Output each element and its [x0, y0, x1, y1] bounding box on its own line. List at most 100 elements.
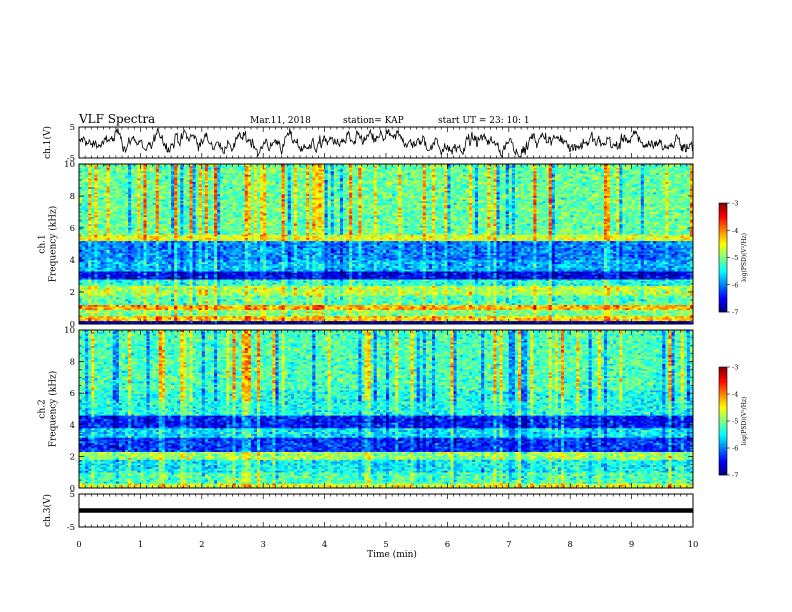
ch1-spectrogram-cell: [113, 269, 116, 271]
ch1-spectrogram-cell: [91, 231, 94, 233]
ch1-spectrogram-cell: [88, 183, 91, 185]
ch1-spectrogram-cell: [100, 189, 103, 191]
ch1-spectrogram-cell: [113, 176, 116, 178]
ch1-spectrogram-cell: [88, 260, 91, 262]
ch1-spectrogram-cell: [104, 257, 107, 259]
ch1-spectrogram-cell: [82, 173, 85, 175]
ch1-spectrogram-cell: [104, 299, 107, 301]
ch1-spectrogram-cell: [116, 171, 119, 173]
ch1-spectrogram-cell: [94, 246, 97, 248]
ch1-spectrogram-cell: [107, 297, 110, 299]
ch1-spectrogram-cell: [88, 203, 91, 205]
ch1-spectrogram-cell: [100, 227, 103, 229]
ch1-spectrogram-cell: [85, 213, 88, 215]
ch1-spectrogram-cell: [113, 241, 116, 243]
ch1-spectrogram-cell: [85, 219, 88, 221]
ch1-spectrogram-cell: [85, 231, 88, 233]
ch1-spectrogram-cell: [100, 171, 103, 173]
ch1-spectrogram-cell: [79, 201, 82, 203]
ch1-spectrogram-cell: [116, 180, 119, 182]
ch1-spectrogram-cell: [113, 291, 116, 293]
ch1-spectrogram-cell: [113, 192, 116, 194]
ch1-spectrogram-cell: [79, 192, 82, 194]
ch1-spectrogram-cell: [113, 303, 116, 305]
ch1-spectrogram-cell: [94, 169, 97, 171]
ch1-spectrogram-cell: [88, 286, 91, 288]
ch1-spectrogram-cell: [82, 220, 85, 222]
ch1-spectrogram-cell: [91, 222, 94, 224]
ch1-spectrogram-cell: [113, 220, 116, 222]
ch1-spectrogram-cell: [97, 229, 100, 231]
ch1-spectrogram-cell: [82, 168, 85, 170]
ch1-spectrogram-cell: [79, 197, 82, 199]
ch1-spectrogram-cell: [100, 178, 103, 180]
ch1-spectrogram-cell: [110, 288, 113, 290]
ch1-spectrogram-cell: [85, 206, 88, 208]
ch1-spectrogram-cell: [91, 204, 94, 206]
ch1-spectrogram-cell: [97, 219, 100, 221]
ch1-spectrogram-cell: [116, 194, 119, 196]
ch1-spectrogram-cell: [85, 210, 88, 212]
ch1-spectrogram-cell: [82, 189, 85, 191]
ch1-spectrogram-cell: [91, 206, 94, 208]
ch1-spectrogram-cell: [94, 168, 97, 170]
ch1-spectrogram-cell: [113, 185, 116, 187]
ch1-spectrogram-cell: [82, 264, 85, 266]
ch1-spectrogram-cell: [82, 297, 85, 299]
ch1-spectrogram-cell: [107, 262, 110, 264]
ch1-spectrogram-cell: [100, 231, 103, 233]
ch1-spectrogram-cell: [107, 229, 110, 231]
ch1-spectrogram-cell: [113, 171, 116, 173]
ch1-spectrogram-cell: [85, 288, 88, 290]
ch1-spectrogram-cell: [110, 178, 113, 180]
ch1-spectrogram-cell: [82, 206, 85, 208]
ch1-spectrogram-cell: [97, 166, 100, 168]
vlf-spectra-figure: VLF Spectra Mar.11, 2018 station= KAP st…: [0, 0, 792, 612]
ch1-spectrogram-cell: [91, 166, 94, 168]
ch1-spectrogram-cell: [116, 264, 119, 266]
ch1-spectrogram-cell: [79, 208, 82, 210]
ch1-spectrogram-cell: [116, 197, 119, 199]
ch1-spectrogram-cell: [85, 183, 88, 185]
ch1-spectrogram-cell: [116, 199, 119, 201]
ch1-spectrogram-cell: [100, 260, 103, 262]
ch1-spectrogram-cell: [97, 180, 100, 182]
ch1-spectrogram-cell: [85, 224, 88, 226]
ch1-spectrogram-cell: [85, 293, 88, 295]
ch1-spectrogram-cell: [110, 206, 113, 208]
ch1-spectrogram-cell: [82, 293, 85, 295]
ch1-spectrogram-cell: [97, 253, 100, 255]
ch1-spectrogram-cell: [107, 208, 110, 210]
ch1-spectrogram-cell: [113, 222, 116, 224]
ch1-spectrogram-cell: [116, 183, 119, 185]
ch1-spectrogram-cell: [110, 253, 113, 255]
ch1-spectrogram-cell: [88, 189, 91, 191]
ch1-spectrogram-cell: [91, 217, 94, 219]
ch1-spectrogram-cell: [94, 203, 97, 205]
ch1-spectrogram-cell: [97, 215, 100, 217]
ch1-spectrogram-cell: [104, 233, 107, 235]
ch1-spectrogram-cell: [88, 241, 91, 243]
ch1-spectrogram-cell: [94, 266, 97, 268]
ch1-spectrogram-cell: [110, 264, 113, 266]
ch1-spectrogram-cell: [110, 291, 113, 293]
ch1-spectrogram-cell: [94, 231, 97, 233]
ch1-spectrogram-cell: [104, 286, 107, 288]
ch1-spectrogram-cell: [97, 182, 100, 184]
ch1-spectrogram-cell: [110, 297, 113, 299]
ch1-spectrogram-cell: [91, 192, 94, 194]
ch1-spectrogram-cell: [85, 215, 88, 217]
ch1-spectrogram-cell: [107, 169, 110, 171]
ch1-spectrogram-cell: [116, 267, 119, 269]
ch1-spectrogram-cell: [79, 289, 82, 291]
ch1-spectrogram-cell: [91, 176, 94, 178]
ch1-spectrogram-cell: [79, 215, 82, 217]
ch1-spectrogram-cell: [100, 210, 103, 212]
ch1-spectrogram-cell: [104, 253, 107, 255]
ch1-spectrogram-cell: [85, 257, 88, 259]
ch1-spectrogram-cell: [91, 264, 94, 266]
ch1-spectrogram-cell: [107, 293, 110, 295]
ch1-spectrogram-cell: [88, 169, 91, 171]
ch1-spectrogram-cell: [113, 189, 116, 191]
ch1-spectrogram-cell: [113, 226, 116, 228]
